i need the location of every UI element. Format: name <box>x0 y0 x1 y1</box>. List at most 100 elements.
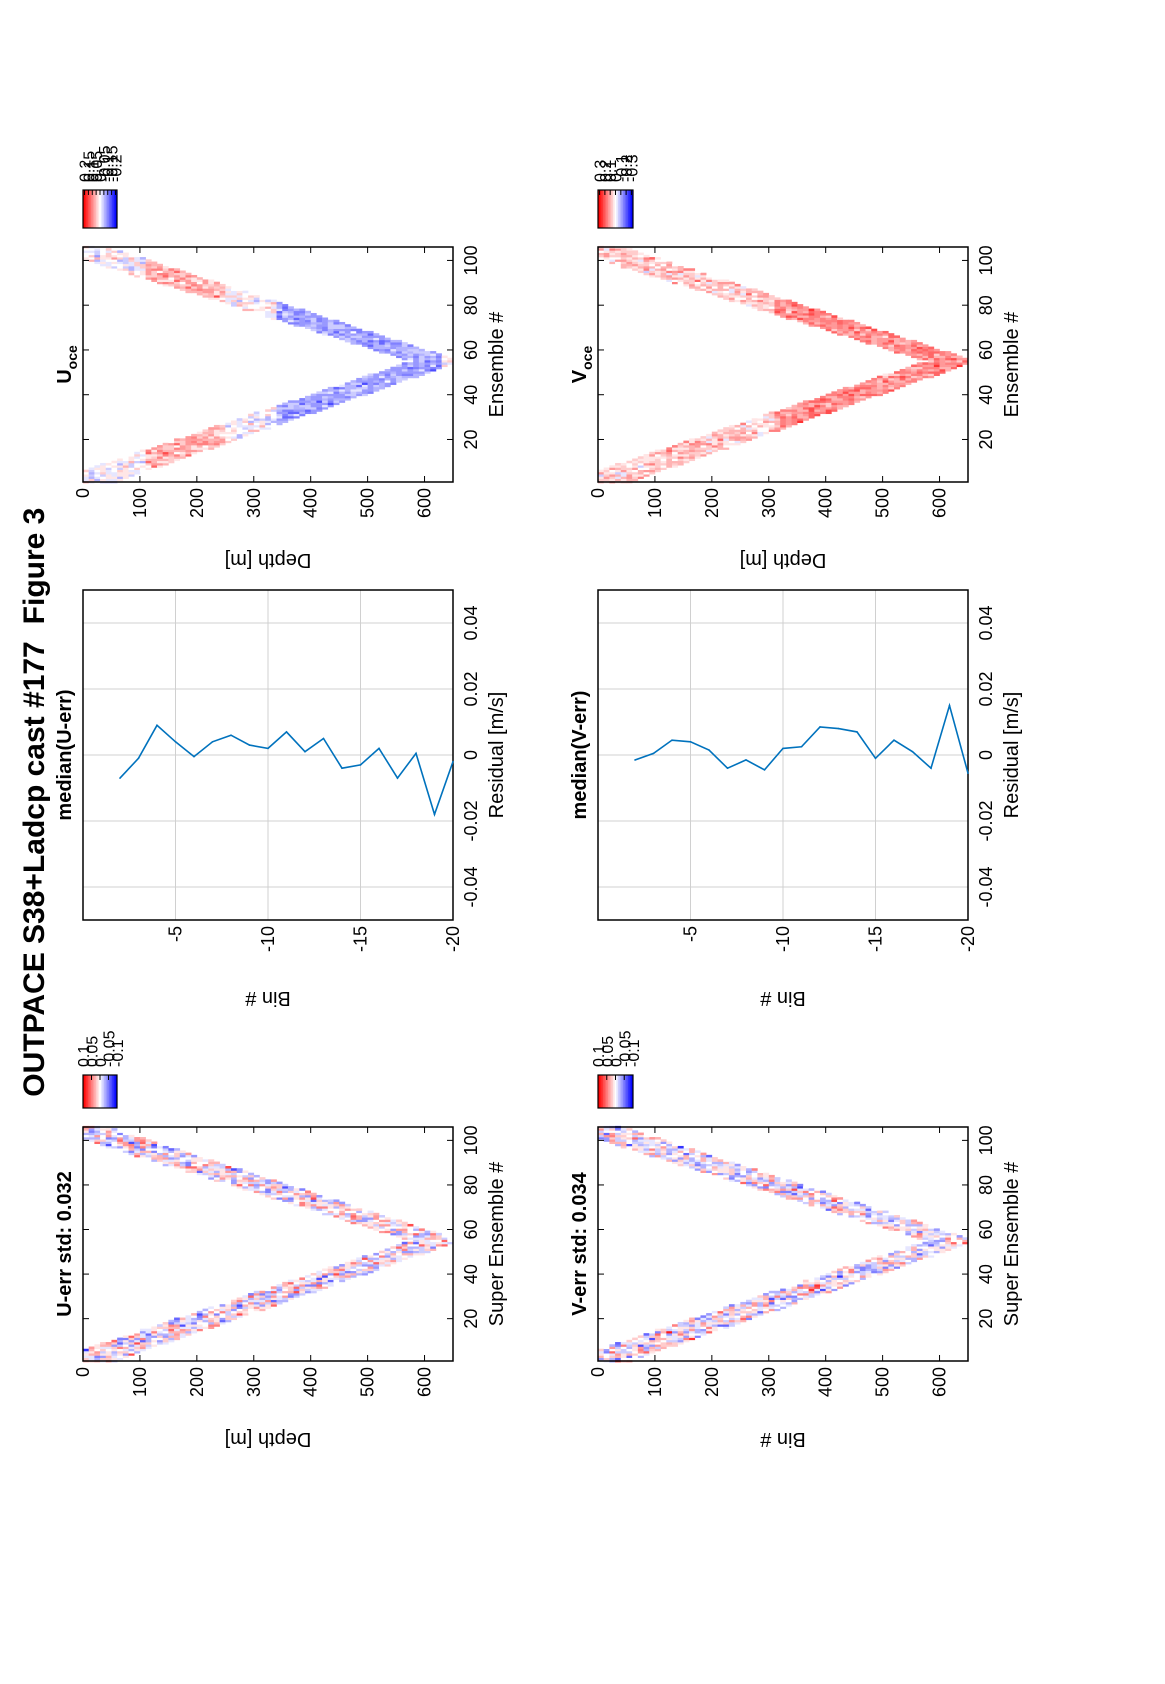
heatmap-cell <box>202 290 209 294</box>
heatmap-cell <box>344 398 351 401</box>
heatmap-cell <box>728 1161 735 1165</box>
heatmap-cell <box>299 1277 306 1280</box>
heatmap-cell <box>191 277 198 280</box>
heatmap-cell <box>105 1139 112 1142</box>
heatmap-cell <box>259 420 266 423</box>
heatmap-cell <box>276 418 283 421</box>
heatmap-cell <box>219 1304 226 1307</box>
heatmap-cell <box>162 1157 169 1160</box>
heatmap-cell <box>117 1134 124 1138</box>
heatmap-cell <box>139 458 146 462</box>
heatmap-cell <box>122 270 129 274</box>
heatmap-cell <box>620 1132 627 1136</box>
heatmap-cell <box>615 252 622 256</box>
heatmap-cell <box>174 281 181 285</box>
heatmap-cell <box>865 386 872 390</box>
heatmap-cell <box>105 465 112 468</box>
heatmap-cell <box>672 1152 678 1156</box>
colorbar-swatch <box>92 190 95 228</box>
heatmap-cell <box>162 454 169 457</box>
heatmap-cell <box>202 1159 209 1162</box>
heatmap-cell <box>717 286 724 289</box>
heatmap-cell <box>620 259 627 262</box>
heatmap-cell <box>305 1288 311 1292</box>
heatmap-cell <box>430 351 437 354</box>
heatmap-cell <box>424 1244 431 1247</box>
heatmap-cell <box>111 471 118 475</box>
heatmap-cell <box>231 424 237 428</box>
heatmap-cell <box>677 456 684 459</box>
heatmap-cell <box>871 1221 878 1225</box>
heatmap-cell <box>706 1168 713 1171</box>
heatmap-cell <box>253 301 260 305</box>
heatmap-cell <box>162 1337 169 1341</box>
heatmap-cell <box>774 1188 781 1191</box>
heatmap-cell <box>293 402 300 406</box>
heatmap-cell <box>339 384 346 388</box>
heatmap-cell <box>768 1304 775 1307</box>
heatmap-cell <box>876 384 883 388</box>
heatmap-cell <box>740 438 747 441</box>
heatmap-cell <box>717 1161 724 1165</box>
heatmap-cell <box>882 1264 889 1267</box>
heatmap-cell <box>928 1241 935 1245</box>
heatmap-cell <box>151 458 158 462</box>
heatmap-cell <box>413 1239 420 1243</box>
heatmap-cell <box>615 1130 622 1133</box>
heatmap-cell <box>168 1322 175 1325</box>
heatmap-cell <box>259 1190 266 1194</box>
heatmap-cell <box>151 1335 158 1338</box>
heatmap-cell <box>401 1235 408 1238</box>
heatmap-cell <box>225 427 232 430</box>
heatmap-cell <box>876 1264 883 1267</box>
heatmap-cell <box>785 1286 792 1289</box>
heatmap-cell <box>694 281 701 285</box>
heatmap-cell <box>202 1326 209 1329</box>
heatmap-cell <box>894 386 900 390</box>
heatmap-cell <box>797 313 804 316</box>
heatmap-cell <box>128 1346 135 1350</box>
heatmap-cell <box>356 393 363 397</box>
heatmap-cell <box>265 413 272 417</box>
heatmap-cell <box>757 427 764 430</box>
heatmap-cell <box>191 1157 198 1160</box>
heatmap-cell <box>390 353 397 356</box>
heatmap-cell <box>128 467 135 470</box>
heatmap-cell <box>689 1333 696 1336</box>
heatmap-cell <box>746 1181 752 1185</box>
heatmap-cell <box>139 469 146 473</box>
heatmap-cell <box>785 308 792 312</box>
heatmap-cell <box>179 1150 186 1153</box>
heatmap-cell <box>168 442 175 446</box>
heatmap-cell <box>202 286 209 289</box>
heatmap-cell <box>282 413 289 417</box>
heatmap-cell <box>202 431 209 435</box>
heatmap-cell <box>603 1132 610 1136</box>
heatmap-cell <box>179 438 186 441</box>
heatmap-cell <box>911 1248 918 1251</box>
heatmap-cell <box>287 413 294 417</box>
heatmap-cell <box>151 451 158 455</box>
heatmap-cell <box>637 458 644 462</box>
heatmap-cell <box>666 1159 673 1162</box>
heatmap-cell <box>219 1317 226 1321</box>
heatmap-cell <box>185 1170 192 1173</box>
heatmap-cell <box>911 368 918 372</box>
heatmap-cell <box>660 261 667 265</box>
heatmap-cell <box>111 1134 118 1138</box>
heatmap-cell <box>643 1350 650 1354</box>
heatmap-cell <box>145 272 152 276</box>
heatmap-cell <box>825 313 832 316</box>
heatmap-cell <box>151 1159 158 1162</box>
heatmap-cell <box>615 1143 622 1147</box>
heatmap-cell <box>757 297 764 300</box>
heatmap-cell <box>700 1317 707 1321</box>
data-point <box>763 769 766 771</box>
heatmap-cell <box>390 1232 397 1236</box>
heatmap-cell <box>185 447 192 450</box>
heatmap-cell <box>418 357 425 361</box>
heatmap-cell <box>430 1230 437 1234</box>
heatmap-cell <box>654 1344 661 1347</box>
heatmap-cell <box>361 375 368 379</box>
heatmap-cell <box>876 1257 883 1260</box>
